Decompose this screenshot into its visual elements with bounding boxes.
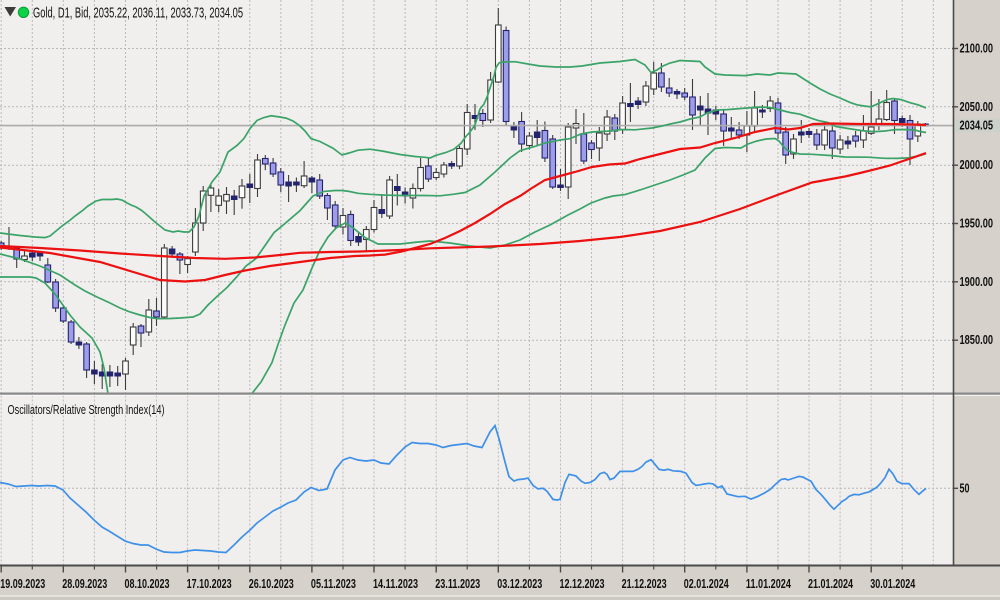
svg-text:50: 50 [960, 481, 970, 495]
svg-text:1900.00: 1900.00 [960, 275, 994, 289]
svg-text:26.10.2023: 26.10.2023 [249, 577, 294, 591]
svg-text:2000.00: 2000.00 [960, 158, 994, 172]
svg-text:2100.00: 2100.00 [960, 42, 994, 56]
svg-text:21.01.2024: 21.01.2024 [808, 577, 853, 591]
svg-text:23.11.2023: 23.11.2023 [435, 577, 480, 591]
svg-text:28.09.2023: 28.09.2023 [62, 577, 107, 591]
svg-text:14.11.2023: 14.11.2023 [373, 577, 418, 591]
svg-text:12.12.2023: 12.12.2023 [560, 577, 605, 591]
svg-text:Oscillators/Relative Strength: Oscillators/Relative Strength Index(14) [8, 402, 165, 417]
svg-text:03.12.2023: 03.12.2023 [497, 577, 542, 591]
svg-text:2050.00: 2050.00 [960, 100, 994, 114]
svg-text:30.01.2024: 30.01.2024 [870, 577, 915, 591]
svg-text:02.01.2024: 02.01.2024 [684, 577, 729, 591]
svg-text:05.11.2023: 05.11.2023 [311, 577, 356, 591]
svg-text:Gold, D1, Bid, 2035.22, 2036.1: Gold, D1, Bid, 2035.22, 2036.11, 2033.73… [33, 5, 243, 22]
svg-text:1850.00: 1850.00 [960, 333, 994, 347]
svg-text:21.12.2023: 21.12.2023 [622, 577, 667, 591]
svg-text:1950.00: 1950.00 [960, 217, 994, 231]
svg-text:17.10.2023: 17.10.2023 [187, 577, 232, 591]
svg-text:08.10.2023: 08.10.2023 [125, 577, 170, 591]
svg-text:2034.05: 2034.05 [960, 119, 994, 133]
svg-text:19.09.2023: 19.09.2023 [0, 577, 45, 591]
svg-text:11.01.2024: 11.01.2024 [746, 577, 791, 591]
